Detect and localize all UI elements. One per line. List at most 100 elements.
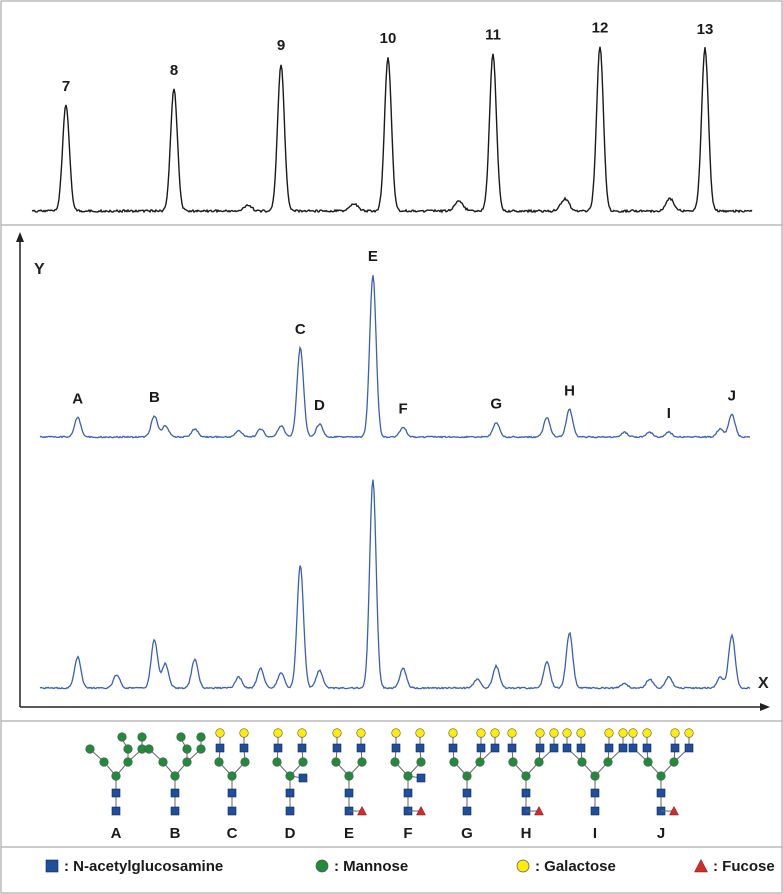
peak-label: F bbox=[398, 400, 407, 417]
galactose-icon bbox=[535, 728, 545, 738]
glcnac-icon bbox=[45, 859, 59, 873]
glcnac-icon bbox=[535, 743, 545, 753]
mannose-icon bbox=[196, 744, 206, 754]
galactose-icon bbox=[618, 728, 628, 738]
fucose-icon bbox=[694, 858, 708, 873]
glcnac-icon bbox=[285, 788, 295, 798]
glycan-C: C bbox=[214, 728, 250, 842]
glcnac-icon bbox=[448, 743, 458, 753]
legend-item: : N-acetylglucosamine bbox=[45, 858, 223, 875]
glcnac-icon bbox=[356, 743, 366, 753]
mannose-icon bbox=[111, 771, 121, 781]
mannose-icon bbox=[403, 771, 413, 781]
galactose-icon bbox=[215, 728, 225, 738]
glcnac-icon bbox=[403, 788, 413, 798]
ladder-peak-label: 13 bbox=[697, 21, 714, 38]
glcnac-icon bbox=[576, 743, 586, 753]
chromatogram-panel bbox=[0, 224, 783, 722]
glcnac-icon bbox=[227, 788, 237, 798]
mannose-icon bbox=[462, 771, 472, 781]
mannose-icon bbox=[214, 757, 224, 767]
fucose-icon bbox=[416, 805, 426, 816]
galactose-icon bbox=[516, 859, 530, 873]
mannose-icon bbox=[240, 757, 250, 767]
galactose-icon bbox=[297, 728, 307, 738]
glcnac-icon bbox=[521, 788, 531, 798]
galactose-icon bbox=[476, 728, 486, 738]
mannose-icon bbox=[603, 757, 613, 767]
glycan-structures: A B C D E F G H I J bbox=[85, 728, 694, 842]
glcnac-icon bbox=[656, 788, 666, 798]
glycan-label: C bbox=[227, 825, 238, 842]
glycan-F: F bbox=[390, 728, 426, 842]
glcnac-icon bbox=[227, 806, 237, 816]
glycan-A: A bbox=[85, 732, 147, 842]
glycan-label: E bbox=[344, 825, 354, 842]
legend-label: : Mannose bbox=[334, 858, 408, 875]
y-axis-label: Y bbox=[34, 261, 45, 278]
glycan-label: H bbox=[521, 825, 532, 842]
mannose-icon bbox=[227, 771, 237, 781]
peak-label: J bbox=[728, 387, 736, 404]
glcnac-icon bbox=[670, 743, 680, 753]
galactose-icon bbox=[507, 728, 517, 738]
mannose-icon bbox=[656, 771, 666, 781]
ladder-peak-label: 8 bbox=[170, 62, 178, 79]
glcnac-icon bbox=[490, 743, 500, 753]
glcnac-icon bbox=[170, 788, 180, 798]
glcnac-icon bbox=[642, 743, 652, 753]
galactose-icon bbox=[642, 728, 652, 738]
galactose-icon bbox=[576, 728, 586, 738]
glcnac-icon bbox=[297, 743, 307, 753]
peak-label: H bbox=[564, 382, 575, 399]
glcnac-icon bbox=[273, 743, 283, 753]
mannose-icon bbox=[390, 757, 400, 767]
glcnac-icon bbox=[416, 773, 426, 783]
glcnac-icon bbox=[391, 743, 401, 753]
glycan-label: I bbox=[593, 825, 597, 842]
mannose-icon bbox=[123, 757, 133, 767]
galactose-icon bbox=[684, 728, 694, 738]
glcnac-icon bbox=[239, 743, 249, 753]
glcnac-icon bbox=[618, 743, 628, 753]
mannose-icon bbox=[196, 732, 206, 742]
mannose-icon bbox=[285, 771, 295, 781]
ladder-trace bbox=[31, 46, 753, 214]
glycan-label: A bbox=[111, 825, 122, 842]
glcnac-icon bbox=[298, 773, 308, 783]
peak-label: A bbox=[72, 391, 83, 408]
galactose-icon bbox=[239, 728, 249, 738]
galactose-icon bbox=[604, 728, 614, 738]
galactose-icon bbox=[490, 728, 500, 738]
mannose-icon bbox=[170, 771, 180, 781]
galactose-icon bbox=[332, 728, 342, 738]
fucose-icon bbox=[357, 805, 367, 816]
ladder-peak-label: 11 bbox=[485, 26, 501, 43]
glcnac-icon bbox=[549, 743, 559, 753]
mannose-icon bbox=[344, 771, 354, 781]
glcnac-icon bbox=[562, 743, 572, 753]
legend-item: : Fucose bbox=[694, 858, 775, 875]
glycan-label: G bbox=[461, 825, 473, 842]
mannose-icon bbox=[577, 757, 587, 767]
glcnac-icon bbox=[507, 743, 517, 753]
mannose-icon bbox=[449, 757, 459, 767]
galactose-icon bbox=[628, 728, 638, 738]
galactose-icon bbox=[391, 728, 401, 738]
mannose-icon bbox=[521, 771, 531, 781]
glcnac-icon bbox=[332, 743, 342, 753]
glycan-label: D bbox=[285, 825, 296, 842]
fucose-icon bbox=[534, 805, 544, 816]
peak-label: C bbox=[295, 321, 306, 338]
legend-panel bbox=[0, 846, 783, 894]
legend-label: : Galactose bbox=[535, 858, 616, 875]
glcnac-icon bbox=[684, 743, 694, 753]
glcnac-icon bbox=[111, 806, 121, 816]
mannose-icon bbox=[99, 757, 109, 767]
peak-label: B bbox=[149, 389, 160, 406]
monosaccharide-legend: : N-acetylglucosamine : Mannose : Galactos… bbox=[45, 858, 775, 875]
mannose-icon bbox=[117, 732, 127, 742]
glcnac-icon bbox=[590, 806, 600, 816]
peak-label: I bbox=[667, 405, 671, 422]
glycan-label: J bbox=[657, 825, 665, 842]
